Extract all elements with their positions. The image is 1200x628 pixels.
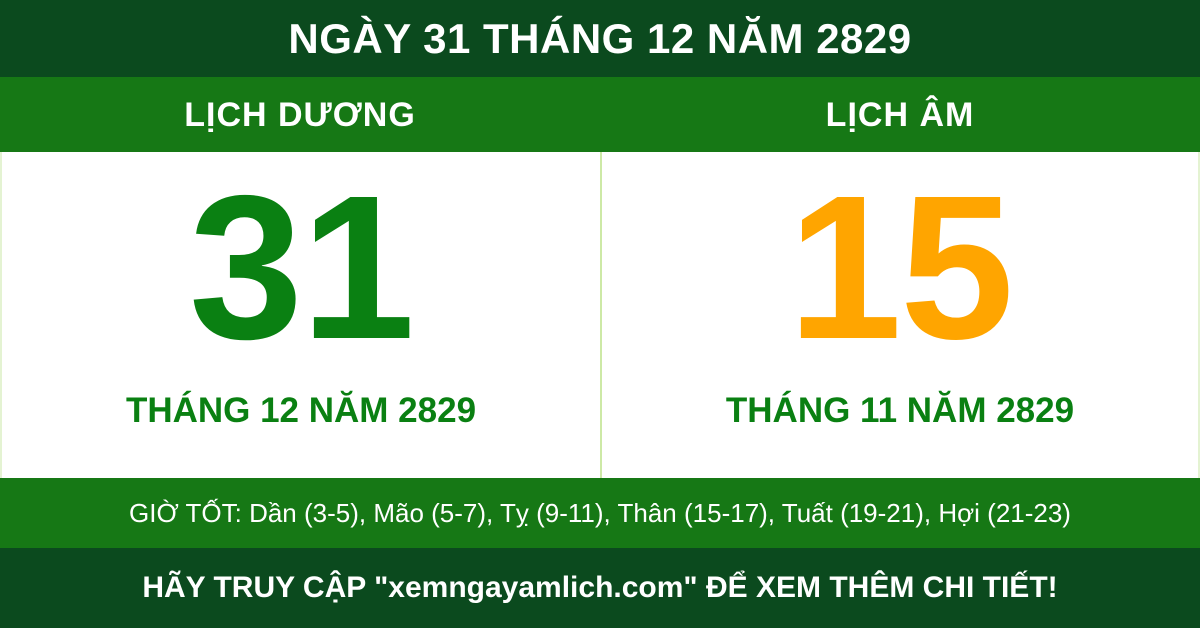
header-bar: NGÀY 31 THÁNG 12 NĂM 2829 [0,0,1200,77]
good-hours-bar: GIỜ TỐT: Dần (3-5), Mão (5-7), Tỵ (9-11)… [0,478,1200,548]
lunar-calendar-label: LỊCH ÂM [825,95,975,134]
solar-calendar-label: LỊCH DƯƠNG [184,95,416,134]
lunar-day-number: 15 [787,153,1014,382]
lunar-month-year: THÁNG 11 NĂM 2829 [725,391,1075,430]
footer-bar: HÃY TRUY CẬP "xemngayamlich.com" ĐỂ XEM … [0,548,1200,628]
solar-month-year: THÁNG 12 NĂM 2829 [125,391,477,430]
page-title: NGÀY 31 THÁNG 12 NĂM 2829 [288,14,912,62]
solar-caption-cell: LỊCH DƯƠNG [0,77,600,152]
solar-date-column: 31 THÁNG 12 NĂM 2829 [2,152,600,478]
lunar-caption-cell: LỊCH ÂM [600,77,1200,152]
footer-promo-text: HÃY TRUY CẬP "xemngayamlich.com" ĐỂ XEM … [142,571,1058,604]
solar-day-number: 31 [188,153,415,382]
dates-panel: 31 THÁNG 12 NĂM 2829 15 THÁNG 11 NĂM 282… [0,152,1200,478]
good-hours-text: GIỜ TỐT: Dần (3-5), Mão (5-7), Tỵ (9-11)… [129,498,1071,528]
column-caption-bar: LỊCH DƯƠNG LỊCH ÂM [0,77,1200,152]
lunar-date-column: 15 THÁNG 11 NĂM 2829 [600,152,1198,478]
